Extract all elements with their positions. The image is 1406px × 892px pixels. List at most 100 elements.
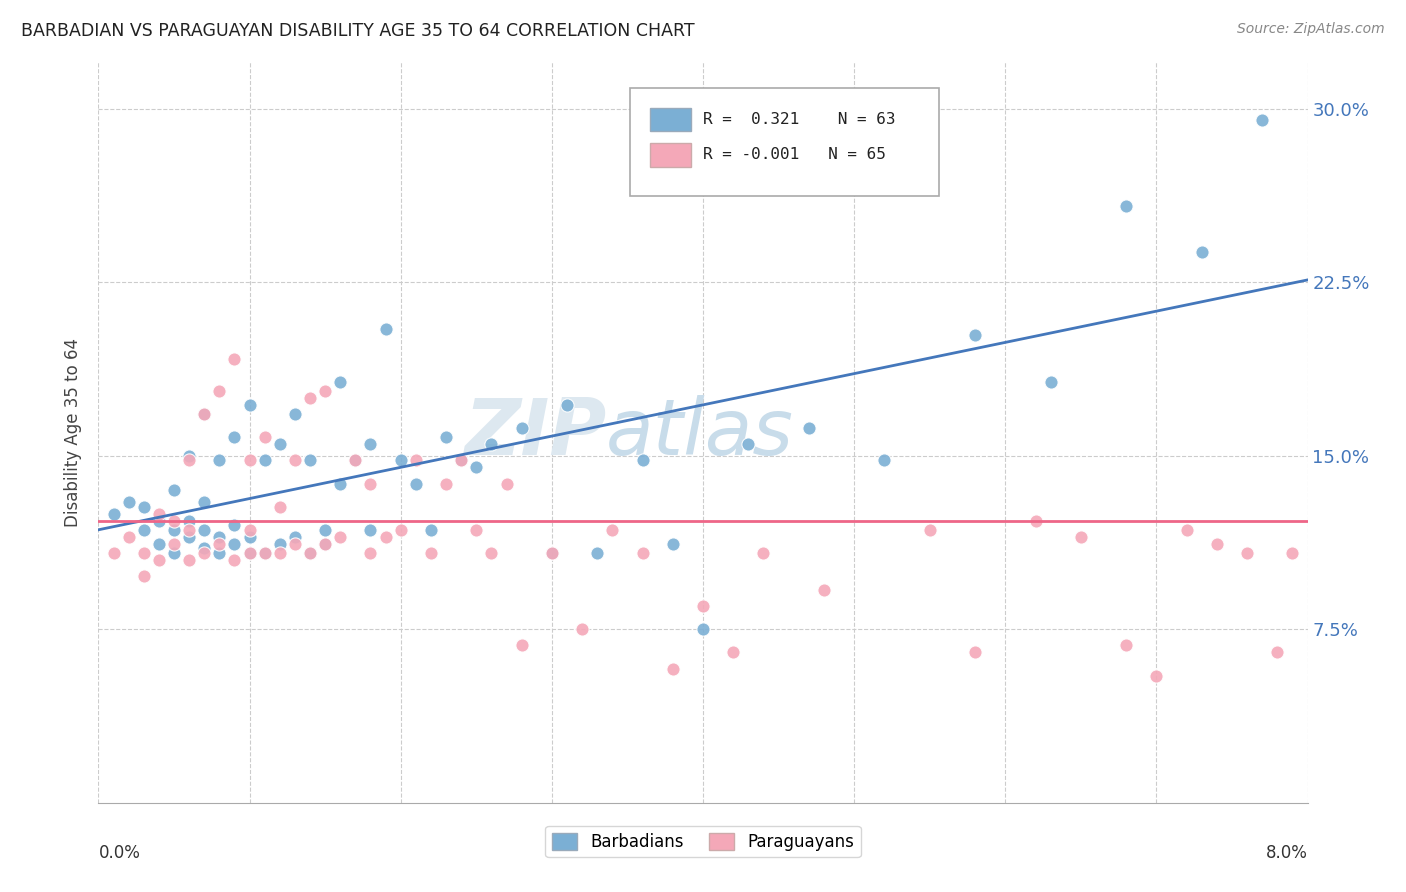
Point — [555, 398, 578, 412]
Point — [450, 453, 472, 467]
Point — [405, 476, 427, 491]
Text: 0.0%: 0.0% — [98, 844, 141, 862]
Point — [299, 546, 322, 560]
FancyBboxPatch shape — [650, 143, 690, 167]
FancyBboxPatch shape — [630, 88, 939, 195]
Point — [374, 321, 396, 335]
Point — [434, 476, 457, 491]
Point — [481, 437, 503, 451]
Point — [344, 453, 367, 467]
Point — [103, 507, 125, 521]
Point — [193, 546, 215, 560]
Point — [208, 530, 231, 544]
Point — [253, 546, 276, 560]
Point — [1025, 514, 1047, 528]
Point — [1281, 546, 1303, 560]
Point — [420, 546, 443, 560]
Point — [965, 328, 987, 343]
Point — [1115, 639, 1137, 653]
Point — [179, 530, 201, 544]
Point — [269, 536, 291, 550]
Point — [918, 523, 941, 537]
Point — [208, 546, 231, 560]
Point — [118, 530, 141, 544]
Point — [540, 546, 562, 560]
Point — [1146, 668, 1168, 682]
Point — [193, 407, 215, 421]
Point — [224, 553, 246, 567]
Point — [314, 384, 336, 398]
Point — [465, 523, 488, 537]
Point — [434, 430, 457, 444]
Point — [631, 546, 654, 560]
Point — [1115, 199, 1137, 213]
Point — [737, 437, 759, 451]
Point — [193, 541, 215, 556]
Point — [253, 546, 276, 560]
Point — [269, 546, 291, 560]
Point — [179, 453, 201, 467]
Point — [1070, 530, 1092, 544]
Point — [269, 500, 291, 514]
Point — [1236, 546, 1258, 560]
Point — [450, 453, 472, 467]
Point — [208, 453, 231, 467]
Point — [208, 536, 231, 550]
Point — [284, 530, 307, 544]
Point — [723, 645, 745, 659]
Point — [510, 421, 533, 435]
Point — [631, 453, 654, 467]
Text: BARBADIAN VS PARAGUAYAN DISABILITY AGE 35 TO 64 CORRELATION CHART: BARBADIAN VS PARAGUAYAN DISABILITY AGE 3… — [21, 22, 695, 40]
Point — [224, 351, 246, 366]
Point — [329, 476, 352, 491]
Point — [239, 530, 262, 544]
Point — [148, 553, 170, 567]
Point — [571, 622, 593, 636]
Point — [269, 437, 291, 451]
Point — [510, 639, 533, 653]
Point — [692, 599, 714, 614]
Point — [239, 546, 262, 560]
Point — [253, 453, 276, 467]
Point — [118, 495, 141, 509]
Point — [179, 514, 201, 528]
Point — [208, 384, 231, 398]
Legend: Barbadians, Paraguayans: Barbadians, Paraguayans — [546, 826, 860, 857]
Point — [1175, 523, 1198, 537]
Text: R =  0.321    N = 63: R = 0.321 N = 63 — [703, 112, 896, 127]
Point — [661, 662, 683, 676]
Point — [148, 536, 170, 550]
Point — [132, 569, 155, 583]
Point — [360, 546, 382, 560]
Point — [465, 460, 488, 475]
Text: R = -0.001   N = 65: R = -0.001 N = 65 — [703, 147, 886, 162]
Point — [132, 546, 155, 560]
Point — [797, 421, 820, 435]
Point — [540, 546, 562, 560]
Point — [224, 536, 246, 550]
Point — [239, 453, 262, 467]
Point — [148, 507, 170, 521]
Point — [163, 523, 186, 537]
Point — [132, 523, 155, 537]
Point — [1191, 245, 1213, 260]
Point — [224, 430, 246, 444]
Point — [314, 523, 336, 537]
Point — [163, 536, 186, 550]
Y-axis label: Disability Age 35 to 64: Disability Age 35 to 64 — [65, 338, 83, 527]
Point — [163, 483, 186, 498]
Point — [179, 553, 201, 567]
Point — [360, 523, 382, 537]
Point — [360, 437, 382, 451]
Point — [329, 375, 352, 389]
Point — [1267, 645, 1289, 659]
Point — [873, 136, 896, 151]
Text: ZIP: ZIP — [464, 394, 606, 471]
Point — [420, 523, 443, 537]
Point — [299, 546, 322, 560]
Point — [1206, 536, 1229, 550]
Point — [253, 430, 276, 444]
Text: 8.0%: 8.0% — [1265, 844, 1308, 862]
Point — [873, 453, 896, 467]
Point — [103, 546, 125, 560]
